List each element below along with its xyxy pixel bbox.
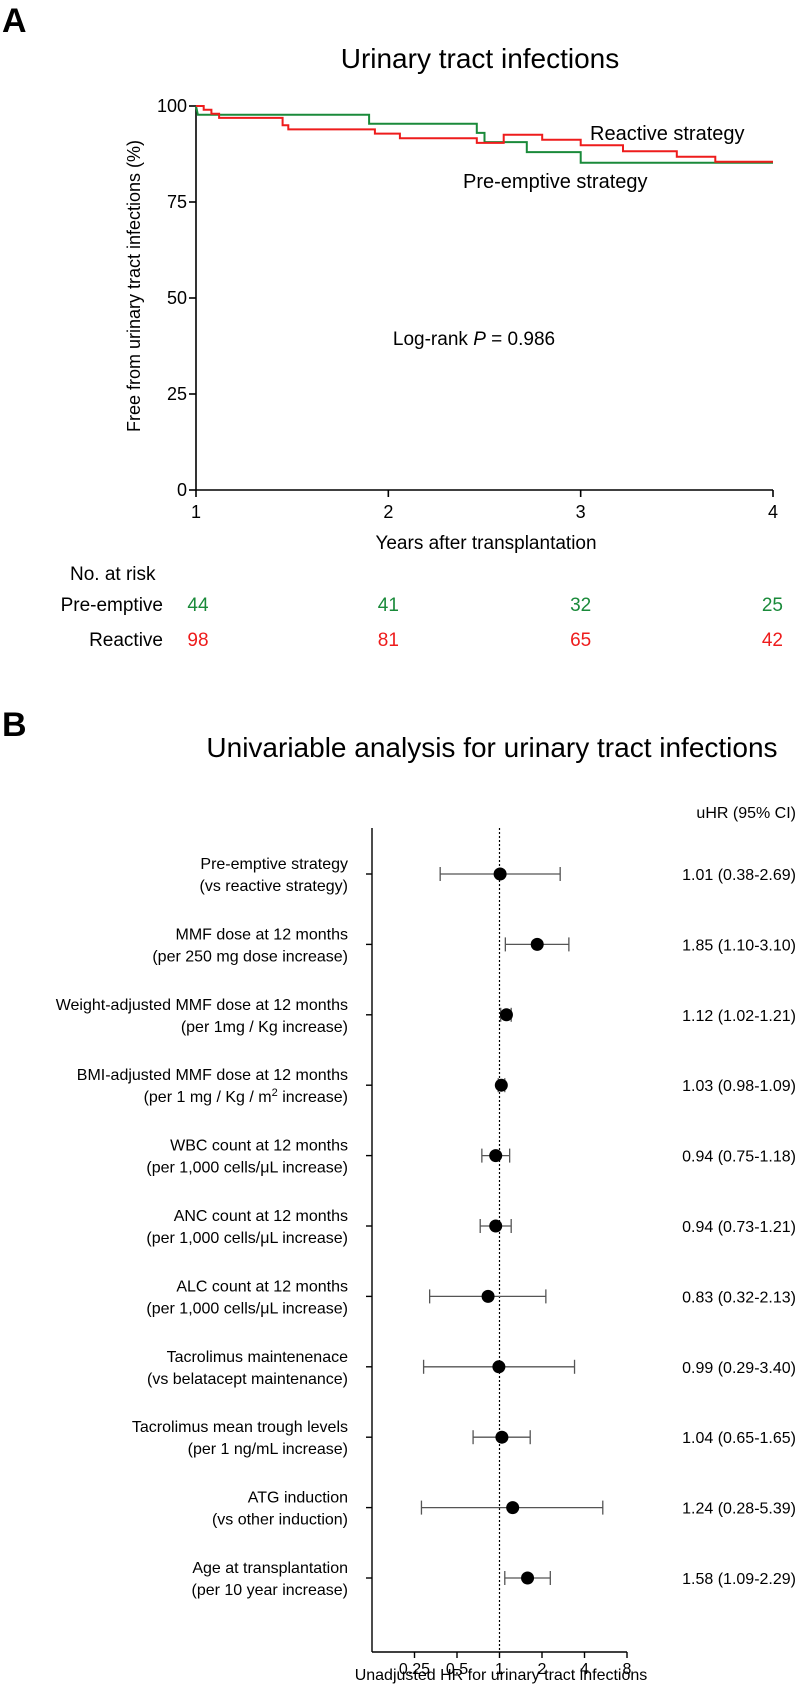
forest-point [499, 1008, 513, 1022]
forest-point [530, 937, 544, 951]
forest-row-label: Tacrolimus mean trough levels [132, 1419, 348, 1436]
forest-x-tick-label: 0.5 [446, 1661, 468, 1678]
risk-value-preemptive: 25 [762, 595, 783, 616]
forest-hr-value: 1.01 (0.38-2.69) [682, 867, 796, 884]
km-legend-preemptive: Pre-emptive strategy [463, 171, 648, 193]
km-y-tick-label: 75 [167, 192, 187, 212]
forest-point [493, 867, 507, 881]
forest-hr-value: 1.12 (1.02-1.21) [682, 1008, 796, 1025]
forest-hr-value: 0.83 (0.32-2.13) [682, 1289, 796, 1306]
forest-row-sublabel-sup: 2 [272, 1087, 278, 1099]
forest-point [489, 1149, 503, 1163]
risk-row-label-preemptive: Pre-emptive [61, 595, 163, 616]
km-annotation-p: P [473, 329, 486, 350]
forest-x-tick-label: 1 [495, 1661, 504, 1678]
forest-row-sublabel: (per 250 mg dose increase) [152, 948, 348, 965]
forest-row-label: ATG induction [248, 1490, 348, 1507]
km-y-tick-label: 0 [177, 480, 187, 500]
forest-row-label: ALC count at 12 months [176, 1278, 348, 1295]
forest-x-tick-label: 0.25 [399, 1661, 430, 1678]
forest-point [521, 1571, 535, 1585]
forest-row-label: BMI-adjusted MMF dose at 12 months [77, 1067, 348, 1084]
forest-x-tick-label: 2 [538, 1661, 547, 1678]
forest-row-sublabel-tail: increase) [278, 1089, 348, 1106]
km-legend-reactive: Reactive strategy [590, 123, 745, 145]
forest-hr-value: 0.99 (0.29-3.40) [682, 1360, 796, 1377]
forest-hr-value: 1.03 (0.98-1.09) [682, 1078, 796, 1095]
km-y-tick-label: 50 [167, 288, 187, 308]
risk-table-title: No. at risk [70, 564, 156, 585]
forest-x-axis-label: Unadjusted HR for urinary tract infectio… [355, 1667, 648, 1684]
forest-hr-value: 0.94 (0.75-1.18) [682, 1149, 796, 1166]
km-x-axis-label: Years after transplantation [375, 533, 596, 554]
forest-point [489, 1219, 503, 1233]
forest-hr-value: 1.85 (1.10-3.10) [682, 937, 796, 954]
forest-row-label: ANC count at 12 months [174, 1208, 348, 1225]
forest-row-sublabel: (per 1 mg / Kg / m2 increase) [144, 1087, 348, 1106]
km-x-tick-label: 3 [576, 502, 586, 522]
risk-value-reactive: 65 [570, 630, 591, 651]
forest-x-tick-label: 4 [580, 1661, 589, 1678]
km-x-tick-label: 1 [191, 502, 201, 522]
forest-point [492, 1360, 506, 1374]
km-y-tick-label: 25 [167, 384, 187, 404]
forest-row-sublabel: (per 1,000 cells/μL increase) [146, 1300, 348, 1317]
risk-value-reactive: 81 [378, 630, 399, 651]
forest-hr-header: uHR (95% CI) [696, 805, 796, 822]
km-annotation-prefix: Log-rank [393, 329, 473, 350]
forest-point [481, 1289, 495, 1303]
forest-row-label: MMF dose at 12 months [175, 926, 348, 943]
km-annotation-value: = 0.986 [486, 329, 555, 350]
forest-row-label: Tacrolimus maintenenace [167, 1349, 349, 1366]
forest-hr-value: 1.58 (1.09-2.29) [682, 1571, 796, 1588]
forest-row-sublabel: (per 1,000 cells/μL increase) [146, 1160, 348, 1177]
risk-value-preemptive: 44 [187, 595, 209, 616]
forest-point [495, 1430, 509, 1444]
forest-x-tick-label: 8 [623, 1661, 632, 1678]
forest-row-sublabel: (vs belatacept maintenance) [147, 1371, 348, 1388]
forest-row-label: WBC count at 12 months [170, 1138, 348, 1155]
forest-row-sublabel: (per 1,000 cells/μL increase) [146, 1230, 348, 1247]
forest-row-sublabel: (per 1 ng/mL increase) [188, 1441, 348, 1458]
forest-point [494, 1078, 508, 1092]
forest-hr-value: 1.24 (0.28-5.39) [682, 1501, 796, 1518]
risk-value-preemptive: 32 [570, 595, 591, 616]
km-x-tick-label: 4 [768, 502, 778, 522]
km-x-tick-label: 2 [383, 502, 393, 522]
km-plot: 0 25 50 75 100 1 2 3 4 [157, 96, 778, 522]
risk-row-label-reactive: Reactive [89, 630, 163, 651]
km-annotation: Log-rank P = 0.986 [393, 329, 555, 350]
forest-row-sublabel-text: (per 1 mg / Kg / m [144, 1089, 272, 1106]
km-title: Urinary tract infections [341, 43, 620, 74]
forest-hr-value: 0.94 (0.73-1.21) [682, 1219, 796, 1236]
forest-point [506, 1501, 520, 1515]
km-curve-preemptive [195, 105, 773, 164]
forest-title: Univariable analysis for urinary tract i… [206, 732, 777, 763]
km-curve-reactive [196, 105, 773, 163]
forest-row-label: Weight-adjusted MMF dose at 12 months [56, 997, 348, 1014]
forest-hr-value: 1.04 (0.65-1.65) [682, 1430, 796, 1447]
km-y-axis-label: Free from urinary tract infections (%) [124, 140, 144, 432]
forest-row-label: Pre-emptive strategy [200, 856, 348, 873]
km-y-tick-label: 100 [157, 96, 187, 116]
panel-label-a: A [2, 2, 27, 40]
forest-plot: 0.25 0.5 1 2 4 8 Pre-emptive strategy (vs react… [56, 828, 796, 1678]
risk-value-reactive: 42 [762, 630, 783, 651]
risk-value-reactive: 98 [187, 630, 208, 651]
forest-row-sublabel: (per 1mg / Kg increase) [181, 1019, 348, 1036]
forest-row-sublabel: (per 10 year increase) [191, 1582, 348, 1599]
forest-row-sublabel: (vs other induction) [212, 1512, 348, 1529]
forest-row-label: Age at transplantation [192, 1560, 348, 1577]
panel-label-b: B [2, 706, 27, 744]
risk-table-values: 44 41 32 25 98 81 65 42 [187, 595, 783, 651]
risk-value-preemptive: 41 [378, 595, 399, 616]
forest-row-sublabel: (vs reactive strategy) [200, 878, 348, 895]
